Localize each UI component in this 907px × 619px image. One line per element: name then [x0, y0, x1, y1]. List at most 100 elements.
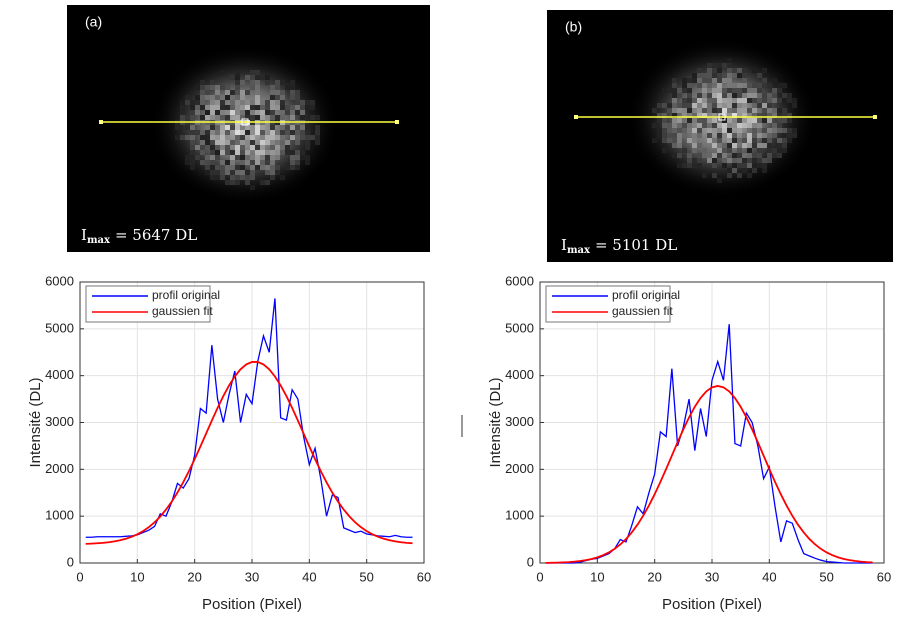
- speckle-pixel: [240, 115, 245, 120]
- speckle-pixel: [235, 100, 240, 105]
- y-tick-label: 5000: [45, 320, 74, 335]
- speckle-pixel: [687, 83, 692, 88]
- speckle-pixel: [215, 125, 220, 130]
- speckle-pixel: [190, 110, 195, 115]
- speckle-pixel: [290, 155, 295, 160]
- speckle-pixel: [235, 70, 240, 75]
- speckle-pixel: [210, 135, 215, 140]
- speckle-pixel: [225, 125, 230, 130]
- speckle-pixel: [677, 118, 682, 123]
- speckle-pixel: [295, 95, 300, 100]
- speckle-pixel: [295, 110, 300, 115]
- speckle-pixel: [220, 130, 225, 135]
- speckle-pixel: [205, 155, 210, 160]
- legend-label: gaussien fit: [152, 304, 213, 318]
- speckle-pixel: [787, 128, 792, 133]
- speckle-pixel: [290, 135, 295, 140]
- speckle-pixel: [702, 113, 707, 118]
- speckle-pixel: [270, 105, 275, 110]
- speckle-pixel: [250, 145, 255, 150]
- speckle-pixel: [175, 125, 180, 130]
- speckle-pixel: [250, 140, 255, 145]
- speckle-pixel: [275, 140, 280, 145]
- speckle-pixel: [230, 175, 235, 180]
- speckle-pixel: [772, 88, 777, 93]
- speckle-pixel: [757, 163, 762, 168]
- speckle-pixel: [727, 88, 732, 93]
- speckle-pixel: [220, 160, 225, 165]
- profile-center: [718, 113, 726, 121]
- speckle-pixel: [255, 80, 260, 85]
- speckle-pixel: [270, 115, 275, 120]
- speckle-pixel: [235, 165, 240, 170]
- speckle-pixel: [757, 88, 762, 93]
- speckle-pixel: [225, 140, 230, 145]
- speckle-pixel: [737, 103, 742, 108]
- speckle-pixel: [752, 83, 757, 88]
- speckle-pixel: [205, 115, 210, 120]
- speckle-pixel: [742, 168, 747, 173]
- speckle-pixel: [215, 145, 220, 150]
- speckle-pixel: [662, 133, 667, 138]
- speckle-pixel: [682, 88, 687, 93]
- speckle-pixel: [687, 123, 692, 128]
- speckle-pixel: [677, 93, 682, 98]
- speckle-pixel: [717, 73, 722, 78]
- speckle-pixel: [185, 135, 190, 140]
- speckle-pixel: [190, 115, 195, 120]
- speckle-pixel: [662, 113, 667, 118]
- speckle-pixel: [682, 113, 687, 118]
- panel-label: (b): [565, 19, 582, 35]
- speckle-pixel: [260, 145, 265, 150]
- speckle-pixel: [230, 90, 235, 95]
- speckle-pixel: [737, 83, 742, 88]
- speckle-pixel: [250, 160, 255, 165]
- speckle-pixel: [717, 133, 722, 138]
- speckle-pixel: [707, 128, 712, 133]
- speckle-pixel: [285, 125, 290, 130]
- speckle-pixel: [677, 128, 682, 133]
- speckle-pixel: [687, 163, 692, 168]
- speckle-pixel: [275, 95, 280, 100]
- speckle-pixel: [195, 105, 200, 110]
- speckle-pixel: [290, 160, 295, 165]
- speckle-pixel: [225, 115, 230, 120]
- speckle-pixel: [295, 90, 300, 95]
- speckle-pixel: [722, 78, 727, 83]
- speckle-pixel: [290, 165, 295, 170]
- speckle-pixel: [752, 98, 757, 103]
- speckle-pixel: [280, 130, 285, 135]
- speckle-pixel: [717, 148, 722, 153]
- speckle-pixel: [190, 125, 195, 130]
- speckle-pixel: [682, 83, 687, 88]
- x-tick-label: 40: [302, 569, 316, 584]
- speckle-pixel: [707, 153, 712, 158]
- speckle-pixel: [682, 128, 687, 133]
- speckle-pixel: [747, 153, 752, 158]
- speckle-pixel: [727, 103, 732, 108]
- speckle-pixel: [305, 135, 310, 140]
- speckle-pixel: [230, 125, 235, 130]
- speckle-pixel: [275, 135, 280, 140]
- x-tick-label: 0: [76, 569, 83, 584]
- speckle-pixel: [210, 115, 215, 120]
- speckle-pixel: [712, 103, 717, 108]
- speckle-pixel: [782, 113, 787, 118]
- speckle-pixel: [215, 85, 220, 90]
- speckle-pixel: [732, 88, 737, 93]
- speckle-pixel: [260, 75, 265, 80]
- speckle-pixel: [265, 180, 270, 185]
- speckle-pixel: [250, 80, 255, 85]
- speckle-pixel: [727, 138, 732, 143]
- speckle-pixel: [687, 118, 692, 123]
- speckle-pixel: [677, 153, 682, 158]
- profile-end: [99, 120, 103, 124]
- speckle-pixel: [310, 105, 315, 110]
- speckle-pixel: [250, 100, 255, 105]
- speckle-pixel: [220, 140, 225, 145]
- speckle-pixel: [667, 138, 672, 143]
- speckle-pixel: [717, 63, 722, 68]
- speckle-pixel: [782, 143, 787, 148]
- speckle-pixel: [200, 130, 205, 135]
- speckle-pixel: [275, 130, 280, 135]
